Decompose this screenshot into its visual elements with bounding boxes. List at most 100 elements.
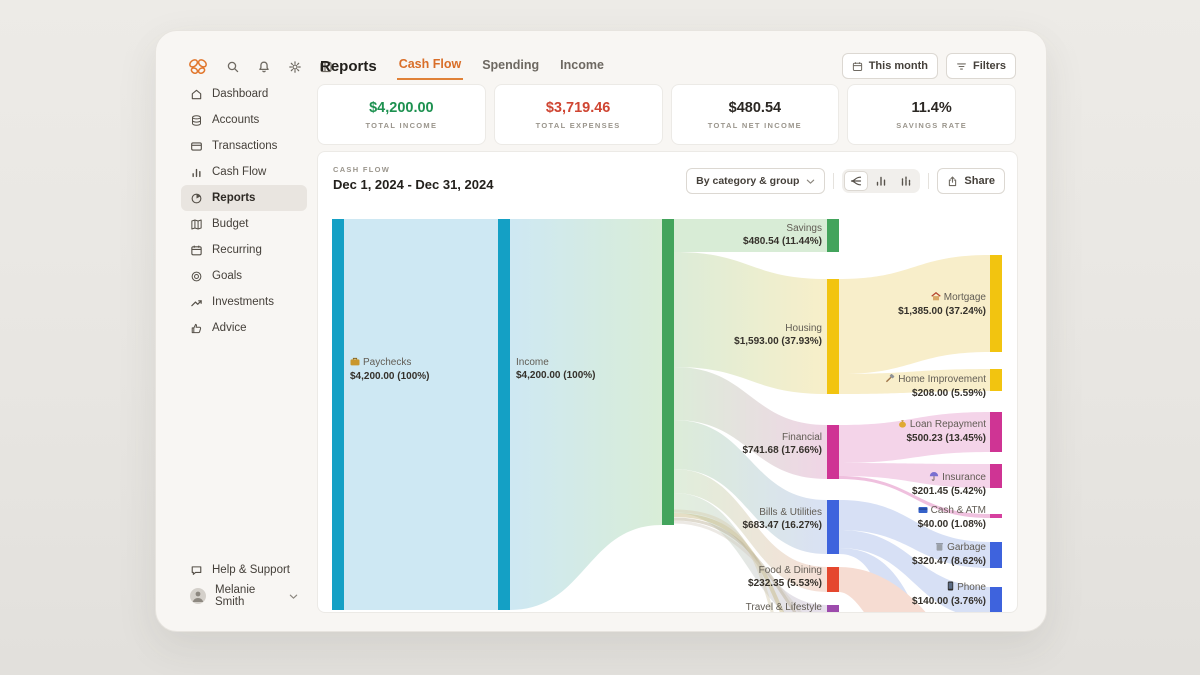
- tab-income[interactable]: Income: [560, 58, 604, 72]
- tab-cash-flow[interactable]: Cash Flow: [396, 52, 464, 80]
- node-garbage[interactable]: [990, 542, 1002, 568]
- sidebar-item-dashboard[interactable]: Dashboard: [181, 81, 307, 107]
- node-paychecks[interactable]: [332, 219, 344, 610]
- monarch-logo-icon[interactable]: [187, 56, 209, 78]
- node-insurance[interactable]: [990, 464, 1002, 488]
- label-mortgage: Mortgage $1,385.00 (37.24%): [898, 291, 986, 318]
- total-expenses-label: TOTAL EXPENSES: [535, 120, 621, 130]
- calendar-icon: [852, 61, 863, 72]
- avatar: [190, 588, 206, 604]
- sidebar-item-transactions[interactable]: Transactions: [181, 133, 307, 159]
- savings-rate-label: SAVINGS RATE: [896, 120, 967, 130]
- period-button-label: This month: [868, 60, 928, 72]
- group-by-dropdown[interactable]: By category & group: [686, 168, 826, 194]
- node-home-improvement[interactable]: [990, 369, 1002, 391]
- search-icon[interactable]: [226, 60, 240, 74]
- flow-income-housing[interactable]: [674, 252, 827, 394]
- node-value: $1,593.00 (37.93%): [734, 336, 822, 347]
- period-button[interactable]: This month: [841, 53, 938, 79]
- help-support-label: Help & Support: [212, 564, 290, 576]
- node-value: $232.35 (5.53%): [748, 578, 822, 589]
- flow-income-financial[interactable]: [674, 367, 827, 479]
- sidebar-item-advice[interactable]: Advice: [181, 315, 307, 341]
- phone-icon: [947, 581, 954, 595]
- flow-housing-home-improvement[interactable]: [839, 369, 990, 394]
- node-name: Savings: [786, 223, 822, 234]
- sidebar-item-accounts[interactable]: Accounts: [181, 107, 307, 133]
- node-name: Financial: [781, 432, 822, 443]
- flow-income-bills[interactable]: [674, 420, 827, 554]
- flow-income-savings[interactable]: [674, 219, 827, 252]
- node-value: $320.47 (8.62%): [912, 556, 986, 567]
- total-income-label: TOTAL INCOME: [365, 120, 438, 130]
- flow-financial-loan-repayment[interactable]: [839, 412, 990, 463]
- node-food[interactable]: [827, 567, 839, 592]
- stacked-bar-view-icon[interactable]: [894, 171, 918, 191]
- node-name: Food & Dining: [758, 565, 822, 576]
- sidebar: Dashboard Accounts Transactions Cash Flo…: [156, 31, 332, 631]
- flow-income-food[interactable]: [674, 469, 827, 592]
- sidebar-item-recurring[interactable]: Recurring: [181, 237, 307, 263]
- node-value: $208.00 (5.59%): [912, 388, 986, 399]
- label-housing: Housing $1,593.00 (37.93%): [734, 322, 822, 348]
- flow-income-split[interactable]: [510, 219, 662, 610]
- sidebar-item-cash-flow[interactable]: Cash Flow: [181, 159, 307, 185]
- node-bills[interactable]: [827, 500, 839, 554]
- sidebar-item-goals[interactable]: Goals: [181, 263, 307, 289]
- node-name: Garbage: [947, 542, 986, 553]
- umbrella-icon: [929, 472, 939, 485]
- gear-icon[interactable]: [288, 60, 302, 74]
- node-value: $4,200.00 (100%): [516, 370, 596, 381]
- node-financial[interactable]: [827, 425, 839, 479]
- card-total-expenses: $3,719.46 TOTAL EXPENSES: [493, 84, 663, 145]
- sidebar-item-label: Cash Flow: [212, 166, 267, 178]
- trend-up-icon: [190, 296, 203, 309]
- flow-bills-phone[interactable]: [839, 530, 990, 613]
- node-mortgage[interactable]: [990, 255, 1002, 352]
- node-phone[interactable]: [990, 587, 1002, 613]
- sidebar-item-reports[interactable]: Reports: [181, 185, 307, 211]
- flow-paychecks-income[interactable]: [344, 219, 498, 610]
- sankey-view-icon[interactable]: [844, 171, 869, 191]
- sidebar-item-label: Reports: [212, 192, 256, 204]
- label-phone: Phone $140.00 (3.76%): [912, 581, 986, 608]
- node-loan-repayment[interactable]: [990, 412, 1002, 452]
- user-menu[interactable]: Melanie Smith: [181, 583, 307, 609]
- node-name: Phone: [957, 582, 986, 593]
- tab-spending[interactable]: Spending: [482, 58, 540, 72]
- collapse-panel-icon[interactable]: [319, 60, 333, 74]
- node-travel[interactable]: [827, 605, 839, 613]
- flow-financial-cash-atm[interactable]: [839, 476, 990, 518]
- bar-view-icon[interactable]: [869, 171, 893, 191]
- flow-housing-mortgage[interactable]: [839, 255, 990, 374]
- node-income[interactable]: [498, 219, 510, 610]
- sidebar-item-budget[interactable]: Budget: [181, 211, 307, 237]
- share-button[interactable]: Share: [937, 168, 1005, 194]
- node-income-split[interactable]: [662, 219, 674, 525]
- flow-bills-garbage[interactable]: [839, 500, 990, 568]
- node-name: Insurance: [942, 472, 986, 483]
- sidebar-item-label: Accounts: [212, 114, 260, 126]
- page-title: Reports: [320, 57, 377, 75]
- label-home-improvement: Home Improvement $208.00 (5.59%): [885, 373, 986, 400]
- sidebar-item-investments[interactable]: Investments: [181, 289, 307, 315]
- node-housing[interactable]: [827, 279, 839, 394]
- flow-food-down[interactable]: [839, 567, 954, 613]
- help-support-button[interactable]: Help & Support: [181, 557, 307, 583]
- filters-button[interactable]: Filters: [945, 53, 1016, 79]
- node-value: $40.00 (1.08%): [917, 519, 986, 530]
- credit-card-icon: [190, 140, 203, 153]
- node-value: $683.47 (16.27%): [742, 520, 822, 531]
- total-net-income-label: TOTAL NET INCOME: [707, 120, 802, 130]
- label-garbage: Garbage $320.47 (8.62%): [912, 541, 986, 568]
- money-bag-icon: [898, 419, 907, 432]
- bar-chart-icon: [190, 166, 203, 179]
- card-total-net-income: $480.54 TOTAL NET INCOME: [670, 84, 840, 145]
- app-window: Dashboard Accounts Transactions Cash Flo…: [155, 30, 1047, 632]
- flow-financial-insurance[interactable]: [839, 463, 990, 488]
- label-insurance: Insurance $201.45 (5.42%): [912, 471, 986, 498]
- node-savings[interactable]: [827, 219, 839, 252]
- bell-icon[interactable]: [257, 60, 271, 74]
- sidebar-item-label: Goals: [212, 270, 243, 282]
- node-cash-atm[interactable]: [990, 514, 1002, 518]
